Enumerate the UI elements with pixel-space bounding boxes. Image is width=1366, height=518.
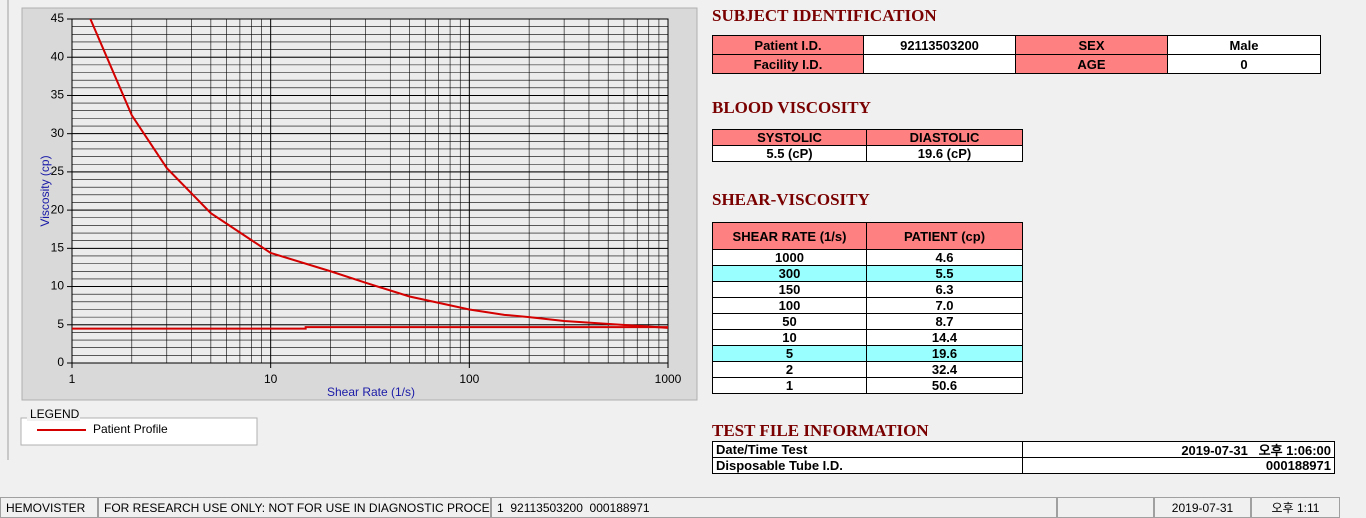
legend-box [20, 417, 258, 446]
y-tick-label: 15 [51, 241, 65, 255]
section-title: SHEAR-VISCOSITY [712, 190, 870, 209]
y-tick-label: 45 [51, 11, 65, 25]
y-tick-label: 0 [57, 355, 64, 369]
y-tick-label: 25 [51, 164, 65, 178]
status-bar-panel: 오후 1:11 [1251, 497, 1340, 518]
field-value: Male [1167, 35, 1321, 55]
legend-title-bg [27, 409, 80, 421]
table-cell: 32.4 [866, 361, 1023, 378]
table-cell: 8.7 [866, 313, 1023, 330]
plot-border [71, 18, 669, 364]
table-cell: 2 [712, 361, 867, 378]
data-line [72, 326, 668, 330]
plot-area [72, 19, 668, 363]
field-value [863, 54, 1016, 74]
status-bar-panel: 1 92113503200 000188971 [491, 497, 1057, 518]
y-tick-label: 20 [51, 202, 65, 216]
chart: Shear Rate (1/s) Viscosity (cp) LEGEND 0… [7, 0, 698, 460]
data-line [89, 19, 668, 329]
x-tick-label: 1000 [655, 372, 682, 386]
table-cell: 50 [712, 313, 867, 330]
column-header: SHEAR RATE (1/s) [712, 222, 867, 250]
x-tick-label: 10 [264, 372, 278, 386]
field-label: Disposable Tube I.D. [712, 457, 1023, 474]
table-cell: 150 [712, 281, 867, 298]
column-header: DIASTOLIC [866, 129, 1023, 146]
section-title: BLOOD VISCOSITY [712, 98, 871, 117]
field-value: 000188971 [1022, 457, 1335, 474]
x-tick-label: 100 [459, 372, 479, 386]
y-axis-label: Viscosity (cp) [38, 155, 52, 226]
y-tick-label: 5 [57, 317, 64, 331]
status-bar-panel: 2019-07-31 [1154, 497, 1251, 518]
y-tick-label: 10 [51, 279, 65, 293]
table-cell: 1000 [712, 249, 867, 266]
column-header: SYSTOLIC [712, 129, 867, 146]
table-cell: 5.5 [866, 265, 1023, 282]
field-label: Facility I.D. [712, 54, 864, 74]
status-bar-panel [1057, 497, 1154, 518]
status-bar-panel: FOR RESEARCH USE ONLY: NOT FOR USE IN DI… [98, 497, 491, 518]
legend-label: Patient Profile [93, 422, 168, 436]
field-label: SEX [1015, 35, 1168, 55]
table-cell: 4.6 [866, 249, 1023, 266]
y-tick-label: 40 [51, 49, 65, 63]
table-cell: 100 [712, 297, 867, 314]
x-axis-label: Shear Rate (1/s) [327, 385, 415, 399]
column-header: PATIENT (cp) [866, 222, 1023, 250]
table-cell: 7.0 [866, 297, 1023, 314]
section-title: SUBJECT IDENTIFICATION [712, 6, 937, 25]
table-cell: 300 [712, 265, 867, 282]
table-cell: 6.3 [866, 281, 1023, 298]
legend-title: LEGEND [30, 407, 80, 421]
status-bar-panel: HEMOVISTER [0, 497, 98, 518]
x-tick-label: 1 [69, 372, 76, 386]
table-cell: 1 [712, 377, 867, 394]
field-label: Patient I.D. [712, 35, 864, 55]
table-cell: 14.4 [866, 329, 1023, 346]
table-cell: 5 [712, 345, 867, 362]
y-tick-label: 30 [51, 126, 65, 140]
table-cell: 19.6 [866, 345, 1023, 362]
section-title: TEST FILE INFORMATION [712, 421, 929, 440]
field-label: Date/Time Test [712, 441, 1023, 458]
table-cell: 50.6 [866, 377, 1023, 394]
table-cell: 19.6 (cP) [866, 145, 1023, 162]
field-value: 92113503200 [863, 35, 1016, 55]
y-tick-label: 35 [51, 88, 65, 102]
table-cell: 5.5 (cP) [712, 145, 867, 162]
field-label: AGE [1015, 54, 1168, 74]
field-value: 2019-07-31 오후 1:06:00 [1022, 441, 1335, 458]
table-cell: 10 [712, 329, 867, 346]
field-value: 0 [1167, 54, 1321, 74]
